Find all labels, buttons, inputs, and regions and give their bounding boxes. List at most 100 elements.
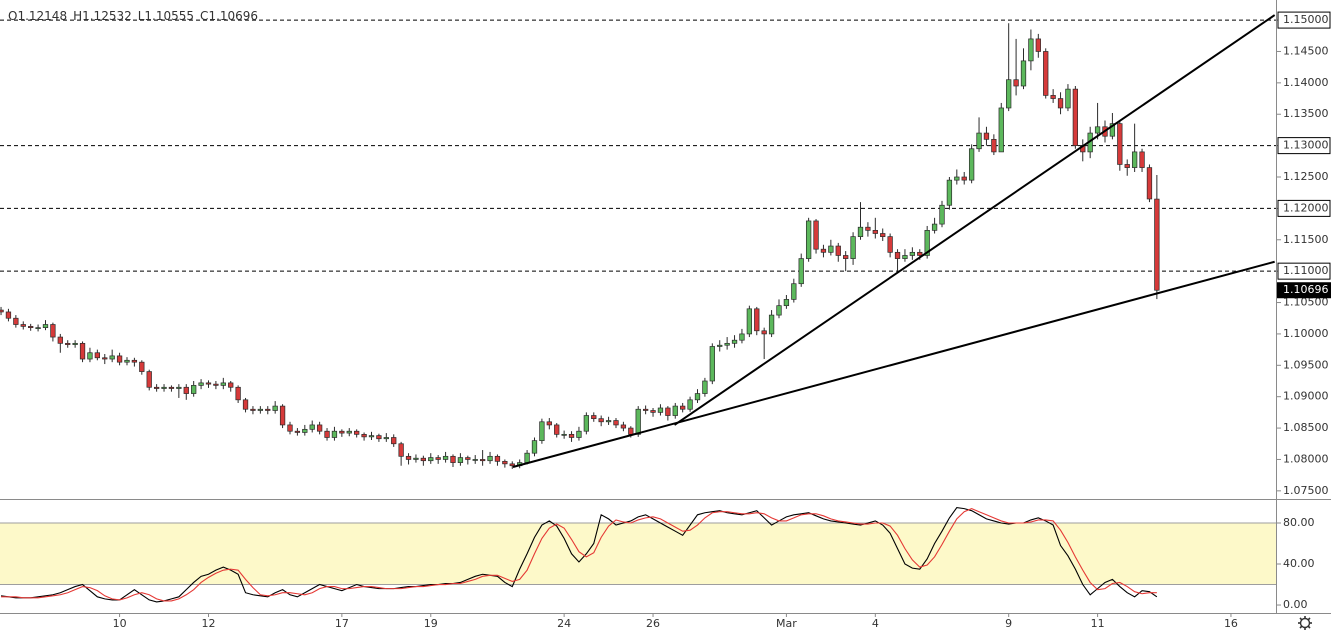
last-price-label: 1.10696 (1283, 283, 1329, 296)
candle-body (642, 408, 649, 411)
candle-body (191, 385, 197, 394)
candle-body (72, 342, 78, 345)
candle-body (139, 361, 145, 372)
y-tick-label: 1.07500 (1283, 484, 1329, 497)
candle-body (94, 352, 101, 359)
candle-body (524, 452, 530, 463)
candle-body (894, 251, 901, 259)
candle-body (768, 314, 775, 335)
x-tick-label: 9 (1005, 617, 1012, 630)
candle-body (324, 430, 330, 438)
candle-body (183, 386, 189, 394)
candle-body (442, 455, 449, 460)
candle-body (531, 440, 538, 454)
last-price-box (1277, 282, 1331, 299)
candle-body (561, 433, 567, 436)
y-tick-label: 1.12500 (1283, 170, 1329, 183)
settings-gear-teeth[interactable] (1298, 616, 1312, 630)
x-tick-label: 12 (201, 617, 215, 630)
candle-body (50, 324, 56, 338)
x-tick-label: 11 (1091, 617, 1105, 630)
candle-body (176, 386, 182, 389)
candle-body (998, 107, 1004, 153)
candle-body (605, 420, 612, 423)
candle-body (235, 386, 241, 401)
oscillator-line (0, 507, 1158, 603)
y-tick-label: 1.14000 (1283, 76, 1329, 89)
candle-body (761, 330, 767, 335)
trendline (512, 260, 1275, 468)
y-tick-label: 1.08500 (1283, 421, 1329, 434)
candle-body (116, 355, 123, 363)
candle-body (1124, 164, 1130, 168)
candle-body (361, 433, 367, 438)
candle-body (583, 415, 590, 432)
candle-body (428, 457, 434, 462)
candle-body (568, 433, 575, 438)
candle-body (917, 251, 923, 256)
candle-body (991, 138, 997, 153)
candle-body (161, 386, 167, 389)
candle-body (546, 421, 552, 426)
candle-body (909, 251, 916, 256)
oscillator-line (1, 508, 1157, 602)
candle-body (146, 371, 152, 388)
candle-body (346, 430, 352, 434)
ohlc-legend: O1.12148 H1.12532 L1.10555 C1.10696 (8, 9, 258, 23)
y-tick-label: 1.08000 (1283, 452, 1329, 465)
y-tick-label: 1.11500 (1283, 233, 1329, 246)
x-tick-label: 19 (424, 617, 438, 630)
candle-body (724, 342, 730, 346)
candle-body (783, 299, 790, 307)
candle-body (746, 308, 753, 335)
ohlc-legend-value: 1.10696 (208, 9, 258, 23)
candle-body (1065, 88, 1071, 109)
candle-body (1094, 126, 1101, 134)
candle-body (376, 435, 382, 440)
candle-body (102, 357, 108, 360)
candle-body (279, 405, 286, 426)
candle-body (539, 421, 545, 441)
candle-body (591, 415, 597, 420)
candle-body (1057, 98, 1064, 109)
y-tick-label: 1.15000 (1283, 13, 1329, 26)
candle-body (435, 457, 441, 460)
candle-body (242, 399, 249, 410)
candle-body (294, 430, 301, 433)
candle-body (1117, 123, 1123, 165)
candle-body (153, 386, 160, 389)
candle-body (798, 258, 804, 285)
candle-body (805, 220, 812, 259)
candle-body (220, 382, 226, 386)
candle-body (354, 430, 360, 435)
candle-body (502, 460, 508, 465)
candle-body (465, 457, 471, 460)
candle-body (931, 223, 938, 231)
candle-body (828, 245, 834, 253)
candle-body (613, 420, 619, 426)
candle-body (413, 457, 419, 460)
candle-body (109, 355, 115, 360)
candle-body (79, 342, 86, 360)
ohlc-legend-key: O (8, 9, 17, 23)
ohlc-legend-value: 1.12532 (82, 9, 132, 23)
candle-body (709, 346, 715, 382)
candle-body (405, 455, 412, 460)
candle-body (487, 455, 493, 462)
candle-body (213, 383, 219, 386)
y-tick-label: 1.11000 (1283, 264, 1329, 277)
candle-body (205, 382, 212, 385)
candle-body (265, 408, 271, 411)
candle-body (398, 443, 404, 457)
candle-body (1020, 60, 1027, 87)
marks-layer (0, 14, 1276, 603)
candle-body (339, 430, 345, 434)
candle-body (657, 407, 664, 413)
candle-body (331, 430, 338, 438)
settings-icon[interactable] (1298, 616, 1312, 630)
candle-body (702, 380, 708, 394)
candle-body (198, 382, 204, 386)
candle-body (257, 408, 264, 411)
y-tick-label: 1.14500 (1283, 44, 1329, 57)
candle-body (87, 352, 93, 360)
